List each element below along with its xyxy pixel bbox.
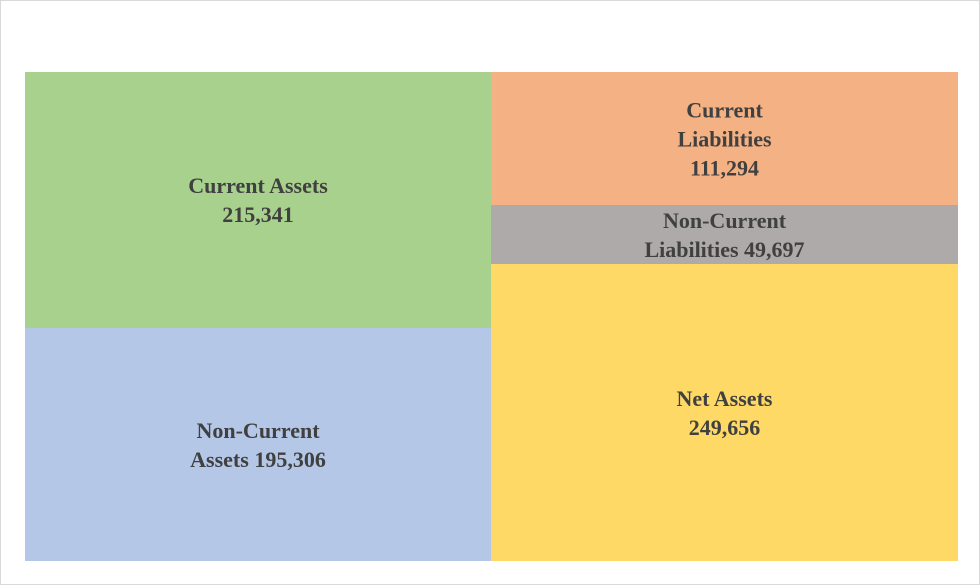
tile-value: 215,341 (222, 202, 294, 227)
treemap-column-assets: Current Assets 215,341 Non-Current Assets 1… (25, 72, 491, 561)
tile-current-assets: Current Assets 215,341 (25, 72, 491, 328)
tile-name-line: Current Assets (188, 173, 328, 198)
tile-name-line: Assets 195,306 (190, 446, 326, 472)
tile-name-line: Liabilities 49,697 (644, 236, 805, 262)
tile-name-line: Non-Current (662, 207, 787, 233)
tile-non-current-liabilities: Non-Current Liabilities 49,697 (491, 205, 958, 264)
tile-value: 111,294 (689, 155, 760, 180)
tile-name-line: Non-Current (196, 417, 320, 443)
tile-label: Non-Current Assets 195,306 (25, 416, 491, 474)
tile-label: Current Liabilities 111,294 (491, 95, 958, 182)
tile-label: Current Assets 215,341 (25, 171, 491, 229)
treemap-plot: Current Assets 215,341 Non-Current Assets 1… (25, 72, 958, 561)
tile-label: Net Assets 249,656 (491, 384, 958, 442)
tile-name-line: Liabilities (677, 126, 772, 151)
tile-net-assets: Net Assets 249,656 (491, 264, 958, 561)
tile-name-line: Current (686, 97, 763, 122)
tile-label: Non-Current Liabilities 49,697 (491, 206, 958, 264)
treemap-column-liabilities-net-assets: Current Liabilities 111,294 Non-Current Liab… (491, 72, 958, 561)
tile-name-line: Net Assets (676, 385, 773, 411)
tile-non-current-assets: Non-Current Assets 195,306 (25, 328, 491, 561)
tile-current-liabilities: Current Liabilities 111,294 (491, 72, 958, 205)
tile-value: 249,656 (688, 414, 761, 440)
